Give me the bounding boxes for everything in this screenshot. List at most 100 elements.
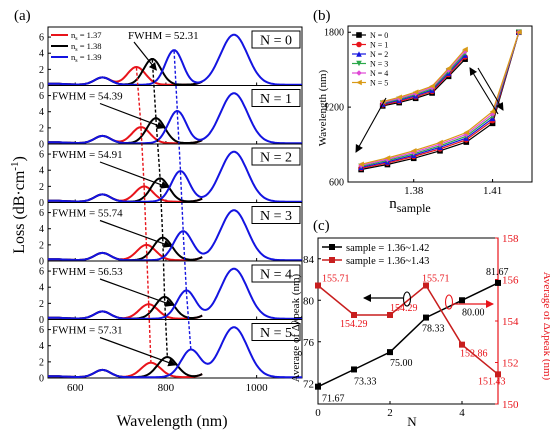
panel-c-series-line [317, 282, 499, 388]
panel-c-data-label: 81.67 [486, 267, 509, 278]
panel-c-data-label: 75.00 [390, 358, 413, 369]
panel-b-inset-arrow [469, 67, 499, 115]
panel-a-ytick-label: 6 [39, 91, 44, 102]
panel-a-ytick-label: 4 [39, 49, 44, 60]
panel-b-inset-point [396, 94, 402, 101]
panel-a-curve-blue [47, 150, 302, 203]
panel-a-ytick-label: 2 [39, 182, 44, 193]
panel-b-legend-marker [356, 41, 362, 48]
panel-a-n-label: N = 5 [260, 326, 292, 341]
panel-c-ytick-left-label: 80 [303, 295, 315, 307]
panel-a-ylabel-close: ) [11, 156, 28, 161]
panel-b-point [410, 148, 417, 154]
panel-b-point [384, 155, 391, 161]
panel-c-ytick-left-label: 84 [303, 254, 315, 266]
panel-a-ytick-label: 6 [39, 208, 44, 219]
panel-c-xtick-label: 4 [459, 407, 465, 419]
panel-c-xlabel: N [407, 414, 417, 429]
panel-a-ytick-label: 0 [39, 81, 44, 92]
panel-b-ytick-label: 600 [329, 178, 344, 189]
panel-c-point [387, 311, 393, 318]
panel-a-fwhm-label: FWHM = 52.31 [128, 30, 199, 42]
panel-a-xtick-label: 1000 [246, 382, 269, 394]
panel-a-subframe [47, 319, 303, 379]
panel-a-ytick-label: 2 [39, 65, 44, 76]
panel-a-curve-black [47, 236, 203, 262]
panel-a-dash-blue [173, 50, 178, 110]
panel-b-legend-marker [356, 32, 362, 38]
panel-c-ytick-right-label: 152 [502, 358, 519, 370]
panel-c-ytick-right-label: 156 [502, 275, 519, 287]
panel-a-curve-black [47, 177, 203, 203]
panel-a-fwhm-label: FWHM = 56.53 [52, 266, 123, 278]
panel-b-legend-marker [356, 51, 362, 57]
panel-a-fwhm-label: FWHM = 54.39 [52, 91, 123, 103]
panel-a-xlabel: Wavelength (nm) [116, 413, 227, 430]
panel-a-ytick-label: 4 [39, 107, 44, 118]
panel-a-ytick-label: 6 [39, 150, 44, 161]
panel-c-ellipse-right [444, 294, 454, 310]
panel-b-xtick-label: 1.41 [483, 185, 502, 197]
panel-label-a: (a) [14, 8, 31, 24]
panel-a-n-box [251, 264, 301, 283]
panel-a-n-label: N = 0 [260, 34, 292, 49]
panel-a-curve-blue [47, 267, 302, 320]
panel-c-data-label: 78.33 [422, 324, 445, 335]
panel-c-data-label: 155.71 [422, 274, 450, 285]
panel-a-ytick-label: 6 [39, 267, 44, 278]
panel-b-legend-marker [356, 60, 362, 67]
panel-b-frame [347, 25, 533, 183]
panel-c-point [351, 366, 357, 373]
panel-b-ytick-label: 1200 [324, 103, 344, 114]
panel-b-point [410, 149, 417, 156]
panel-c-ylabel-right: Average of Δλpeak (nm) [541, 272, 550, 381]
panel-a-dash-blue [185, 291, 192, 350]
panel-a-curve-black [47, 58, 203, 86]
panel-a-xtick-label: 600 [67, 382, 84, 394]
panel-b-inset-point [412, 89, 419, 95]
panel-b-legend-marker [356, 79, 362, 86]
panel-b-inset-point [379, 98, 386, 105]
panel-c-point [459, 297, 465, 304]
panel-a-n-box [251, 147, 301, 166]
panel-a-ytick-label: 6 [39, 33, 44, 44]
panel-b-point [437, 139, 443, 146]
panel-a-ytick-label: 0 [39, 315, 44, 326]
panel-b-point [463, 129, 470, 136]
panel-a-dash-black [163, 297, 168, 357]
panel-c-legend-label: sample = 1.36~1.42 [346, 243, 429, 254]
panel-a-legend-label: ns = 1.39 [71, 52, 102, 64]
panel-c-data-label: 73.33 [354, 376, 377, 387]
panel-a-dash-black [159, 179, 164, 238]
panel-c-ytick-left-label: 76 [303, 337, 315, 349]
panel-a-fwhm-label: FWHM = 57.31 [52, 325, 123, 337]
panel-c-ytick-right-label: 154 [502, 316, 519, 328]
panel-b-inset-point [462, 46, 468, 53]
panel-b-xtick-label: 1.38 [404, 185, 424, 197]
panel-a-n-label: N = 2 [260, 151, 292, 166]
panel-b-inset-line [382, 54, 466, 105]
panel-a-n-box [251, 89, 301, 107]
panel-b-inset-arrow [477, 67, 504, 111]
panel-a-dash-black [155, 118, 161, 178]
panel-a-ylabel-sup: -1 [9, 162, 21, 171]
panel-b-point [489, 108, 496, 115]
panel-c-ylabel-left: Average of Δλpeak (nm) [290, 273, 302, 382]
panel-a-curve-red [47, 126, 203, 145]
panel-a-curve-blue [47, 209, 302, 262]
panel-b-legend-label: N = 0 [370, 31, 388, 40]
panel-b-xlabel-sub: sample [397, 201, 431, 215]
panel-a-legend-label: ns = 1.38 [71, 41, 102, 53]
panel-c-data-label: 151.43 [478, 376, 506, 387]
panel-c-data-label: 155.71 [322, 274, 350, 285]
panel-c-data-label: 71.67 [322, 394, 345, 405]
panel-a-ytick-label: 2 [39, 299, 44, 310]
panel-b-point [516, 29, 522, 36]
panel-b-inset-line [382, 49, 466, 103]
panel-a-legend-label: ns = 1.37 [71, 30, 102, 42]
panel-a-fwhm-arrow [99, 219, 172, 248]
panel-b-inset-point [445, 65, 452, 72]
panel-a-ytick-label: 0 [39, 257, 44, 268]
panel-a: 0 2 4 6 N = 0 FWHM = 52.31 0 2 4 6 N = 1 FWHM = 54.… [39, 26, 303, 394]
panel-a-fwhm-arrow [99, 161, 169, 189]
